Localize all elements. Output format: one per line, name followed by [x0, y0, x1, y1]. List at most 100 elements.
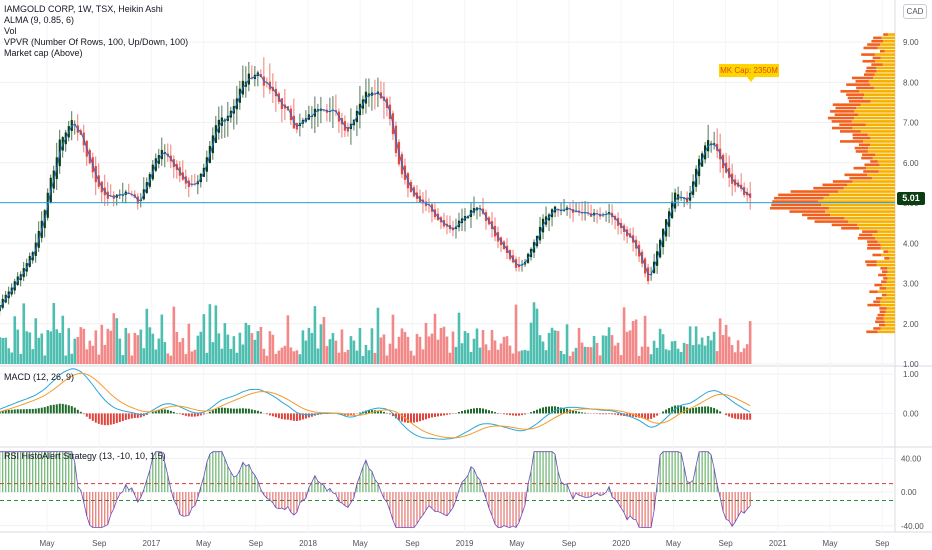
vpvr-down-bar [878, 323, 886, 327]
vpvr-up-bar [884, 49, 895, 53]
vpvr-up-bar [885, 323, 895, 327]
volume-bar [151, 333, 155, 364]
volume-bar [748, 321, 752, 364]
macd-hist-bar [22, 409, 25, 414]
vpvr-down-bar [831, 120, 852, 123]
indicator-vpvr[interactable]: VPVR (Number Of Rows, 100, Up/Down, 100) [4, 37, 189, 47]
macd-hist-bar [64, 404, 67, 414]
indicator-market-cap[interactable]: Market cap (Above) [4, 48, 83, 58]
vpvr-up-bar [873, 76, 895, 80]
rsi-legend[interactable]: RSI HistoAlert Strategy (13, -10, 10, 1.… [4, 451, 166, 462]
macd-hist-bar [109, 413, 112, 425]
macd-hist-bar [599, 413, 602, 415]
macd-legend[interactable]: MACD (12, 26, 9) [4, 372, 74, 383]
vpvr-up-bar [877, 46, 895, 50]
volume-bars [0, 302, 752, 364]
volume-bar [571, 351, 575, 364]
macd-hist-bar [232, 408, 235, 414]
macd-hist-bar [79, 411, 82, 414]
indicator-vol[interactable]: Vol [4, 26, 17, 36]
macd-hist-bar [136, 413, 139, 418]
macd-hist-bar [524, 413, 527, 415]
indicator-alma[interactable]: ALMA (9, 0.85, 6) [4, 15, 75, 25]
vpvr-down-bar [867, 240, 878, 243]
vpvr-down-bar [814, 220, 849, 223]
macd-hist-bar [563, 408, 566, 414]
macd-hist-bar [701, 406, 704, 414]
macd-hist-bar [533, 410, 536, 414]
volume-bar [400, 328, 404, 364]
volume-bar [706, 335, 710, 364]
volume-bar [376, 307, 380, 364]
volume-bar [40, 333, 44, 364]
macd-hist-bar [400, 413, 403, 422]
vpvr-down-bar [853, 166, 867, 170]
volume-bar [526, 350, 530, 364]
macd-hist-bar [196, 413, 199, 417]
currency-badge[interactable]: CAD [903, 4, 927, 19]
volume-bar [637, 355, 641, 364]
vpvr-down-bar [770, 206, 829, 210]
macd-hist-bar [653, 413, 656, 418]
volume-bar [202, 314, 206, 364]
vpvr-down-bar [861, 156, 873, 160]
vpvr-down-bar [869, 290, 878, 294]
volume-bar [559, 350, 563, 364]
macd-hist-bar [478, 408, 481, 414]
macd-hist-bar [412, 413, 415, 423]
volume-bar [433, 313, 437, 364]
vpvr-down-bar [878, 273, 887, 277]
macd-hist-bar [530, 412, 533, 414]
volume-bar [562, 354, 566, 364]
vpvr-down-bar [867, 43, 881, 46]
volume-bar [88, 340, 92, 364]
macd-hist-bar [202, 413, 205, 415]
macd-hist-bar [491, 411, 494, 414]
volume-bar [211, 342, 215, 364]
vpvr-down-bar [873, 36, 882, 40]
volume-bar [124, 327, 128, 364]
volume-bar [367, 350, 371, 364]
volume-bar [610, 335, 614, 364]
volume-bar [109, 330, 113, 364]
price-candles[interactable] [0, 57, 752, 329]
volume-bar [292, 351, 296, 364]
macd-hist-bar [169, 410, 172, 414]
volume-bar [4, 337, 8, 364]
volume-bar [325, 346, 329, 364]
volume-bar [745, 344, 749, 364]
volume-bar [223, 323, 227, 364]
symbol-title[interactable]: IAMGOLD CORP, 1W, TSX, Heikin Ashi [4, 4, 163, 14]
macd-hist-bar [608, 413, 611, 415]
macd-hist-bar [518, 413, 521, 416]
volume-bar [247, 325, 251, 364]
macd-hist-bar [100, 413, 103, 425]
vpvr-up-bar [882, 283, 895, 287]
volume-bar [463, 331, 467, 364]
vpvr-up-bar [872, 233, 895, 237]
vpvr-up-bar [830, 213, 895, 217]
vpvr-up-bar [868, 146, 895, 150]
macd-hist-bar [424, 413, 427, 420]
volume-bar [442, 326, 446, 364]
macd-hist-bar [662, 411, 665, 414]
vpvr-up-bar [876, 69, 895, 73]
volume-bar [268, 331, 272, 364]
vpvr-down-bar [876, 317, 884, 320]
vpvr-down-bar [846, 93, 865, 96]
vpvr-up-bar [854, 116, 895, 120]
vpvr-up-bar [881, 253, 895, 257]
macd-hist-bar [671, 406, 674, 414]
macd-hist-bar [509, 413, 512, 416]
macd-hist-bar [292, 413, 295, 421]
rsi-tick-label: -40.00 [901, 522, 924, 531]
volume-bar [508, 345, 512, 364]
alma-line [0, 73, 895, 309]
volume-bar [592, 335, 596, 364]
macd-hist-bar [154, 410, 157, 414]
vpvr-down-bar [840, 90, 860, 93]
vpvr-down-bar [867, 303, 881, 307]
vpvr-down-bar [884, 257, 890, 260]
vpvr-up-bar [877, 160, 895, 163]
